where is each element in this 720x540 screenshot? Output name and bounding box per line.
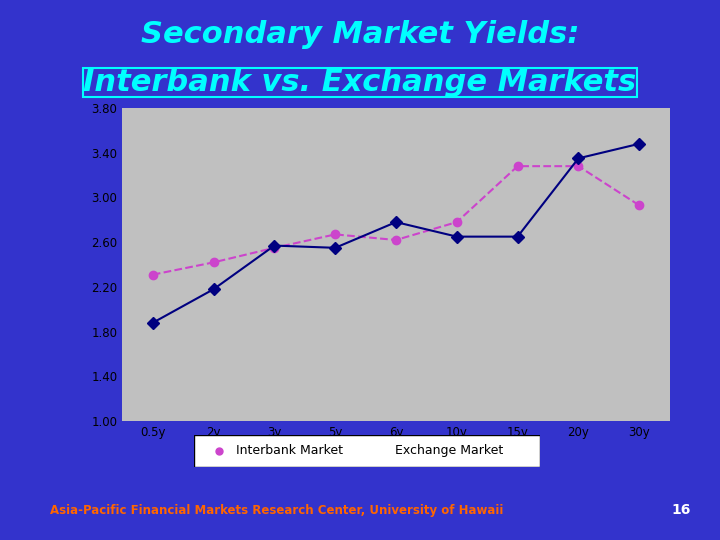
Text: Secondary Market Yields:: Secondary Market Yields: — [140, 19, 580, 49]
Text: Exchange Market: Exchange Market — [395, 444, 503, 457]
Text: 16: 16 — [672, 503, 691, 517]
Text: Interbank vs. Exchange Markets: Interbank vs. Exchange Markets — [84, 68, 636, 97]
Text: Interbank Market: Interbank Market — [236, 444, 343, 457]
Text: Asia-Pacific Financial Markets Research Center, University of Hawaii: Asia-Pacific Financial Markets Research … — [50, 504, 504, 517]
